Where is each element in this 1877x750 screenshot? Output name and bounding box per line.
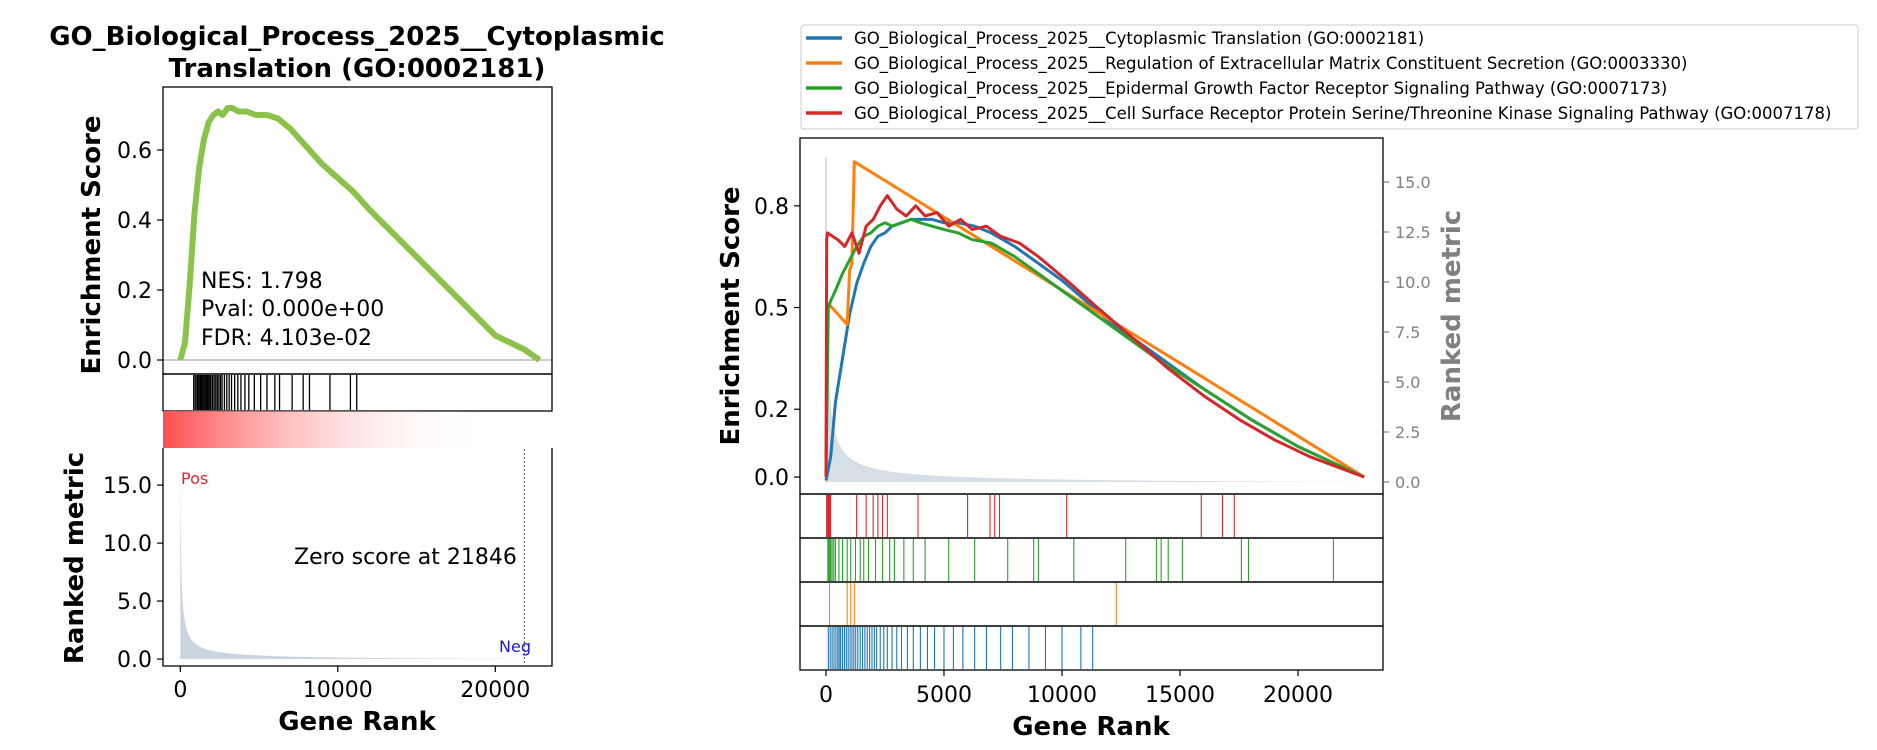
left-xticks: 0 10000 20000 xyxy=(173,666,530,703)
right-xtick-label: 20000 xyxy=(1263,683,1333,708)
legend-label: GO_Biological_Process_2025__Epidermal Gr… xyxy=(854,79,1667,99)
left-rank-ytick-label: 15.0 xyxy=(103,474,152,499)
left-es-ytick-label: 0.0 xyxy=(117,349,152,374)
legend-label: GO_Biological_Process_2025__Cytoplasmic … xyxy=(854,29,1424,49)
left-rank-ytick-label: 0.0 xyxy=(117,648,152,673)
neg-label: Neg xyxy=(499,637,531,656)
right-es-ytick-label: 0.8 xyxy=(754,195,789,220)
pval-annotation: Pval: 0.000e+00 xyxy=(201,297,384,322)
left-rank-plot: 0.0 5.0 10.0 15.0 0 10000 20000 Ranked metric… xyxy=(60,448,553,737)
legend-box xyxy=(800,24,1859,130)
left-rank-frame xyxy=(162,448,553,667)
right-es-line xyxy=(824,217,1365,479)
left-hit-frame xyxy=(162,373,553,412)
right-es-ytick-label: 0.5 xyxy=(754,297,789,322)
right-es-line xyxy=(824,160,1365,479)
left-title-line-2: Translation (GO:0002181) xyxy=(169,54,546,84)
left-xtick-label: 10000 xyxy=(303,678,373,703)
nes-annotation: NES: 1.798 xyxy=(201,269,323,294)
right-es-frame xyxy=(799,137,1384,495)
right-es-ylabel: Enrichment Score xyxy=(716,186,746,445)
left-es-yticks: 0.0 0.2 0.4 0.6 xyxy=(117,139,163,374)
left-xtick-label: 0 xyxy=(173,678,187,703)
left-rank-ytick-label: 5.0 xyxy=(117,590,152,615)
zero-score-annotation: Zero score at 21846 xyxy=(294,545,517,570)
right-es-plot: 0.0 0.2 0.5 0.8 0.0 2.5 5.0 7.5 10.0 12.5 15.0 En… xyxy=(716,137,1467,495)
right-es-yticks: 0.0 0.2 0.5 0.8 xyxy=(754,195,800,491)
right-es-ytick-label: 0.2 xyxy=(754,398,789,423)
right-rank-yticks: 0.0 2.5 5.0 7.5 10.0 12.5 15.0 xyxy=(1383,173,1431,492)
left-rank-ylabel: Ranked metric xyxy=(60,452,90,664)
left-rank-yticks: 0.0 5.0 10.0 15.0 xyxy=(103,474,163,673)
right-rank-ytick-label: 5.0 xyxy=(1395,373,1420,392)
right-rank-ytick-label: 2.5 xyxy=(1395,423,1420,442)
right-es-ytick-label: 0.0 xyxy=(754,466,789,491)
legend: GO_Biological_Process_2025__Cytoplasmic … xyxy=(800,24,1859,130)
right-xtick-label: 0 xyxy=(819,683,833,708)
right-rank-area xyxy=(825,158,1365,482)
legend-label: GO_Biological_Process_2025__Cell Surface… xyxy=(854,104,1831,124)
left-es-line xyxy=(177,105,542,363)
right-rank-ytick-label: 7.5 xyxy=(1395,323,1420,342)
right-hit-row-frame xyxy=(799,625,1384,671)
left-es-ytick-label: 0.6 xyxy=(117,139,152,164)
left-es-series xyxy=(177,105,542,363)
legend-label: GO_Biological_Process_2025__Regulation o… xyxy=(854,54,1687,74)
right-hit-rows xyxy=(799,493,1384,671)
left-es-ylabel: Enrichment Score xyxy=(77,115,107,374)
right-rank-ytick-label: 0.0 xyxy=(1395,473,1420,492)
right-rank-ytick-label: 15.0 xyxy=(1395,173,1431,192)
left-es-ytick-label: 0.2 xyxy=(117,279,152,304)
left-panel: GO_Biological_Process_2025__Cytoplasmic … xyxy=(49,22,665,737)
right-xlabel: Gene Rank xyxy=(1012,712,1170,742)
left-es-ytick-label: 0.4 xyxy=(117,209,152,234)
left-rank-heatmap xyxy=(163,411,493,448)
fdr-annotation: FDR: 4.103e-02 xyxy=(201,326,372,351)
right-es-line xyxy=(824,217,1365,481)
left-rank-ytick-label: 10.0 xyxy=(103,532,152,557)
right-xtick-label: 5000 xyxy=(916,683,972,708)
left-es-plot: 0.0 0.2 0.4 0.6 Enrichment Score NES: 1.798… xyxy=(77,86,553,375)
right-hit-row-frame xyxy=(799,537,1384,583)
right-rank-ytick-label: 10.0 xyxy=(1395,273,1431,292)
left-title-line-1: GO_Biological_Process_2025__Cytoplasmic xyxy=(49,22,665,52)
right-xtick-label: 15000 xyxy=(1145,683,1215,708)
right-xtick-label: 10000 xyxy=(1027,683,1097,708)
right-rank-ytick-label: 12.5 xyxy=(1395,223,1431,242)
right-panel: GO_Biological_Process_2025__Cytoplasmic … xyxy=(716,24,1859,742)
left-xtick-label: 20000 xyxy=(460,678,530,703)
right-rank-ylabel: Ranked metric xyxy=(1437,210,1467,422)
right-xticks: 0 5000 10000 15000 20000 xyxy=(819,670,1333,708)
right-es-line xyxy=(824,194,1365,479)
pos-label: Pos xyxy=(181,469,208,488)
left-xlabel: Gene Rank xyxy=(278,707,436,737)
right-hit-row-frame xyxy=(799,581,1384,627)
left-hit-strip xyxy=(162,373,553,412)
